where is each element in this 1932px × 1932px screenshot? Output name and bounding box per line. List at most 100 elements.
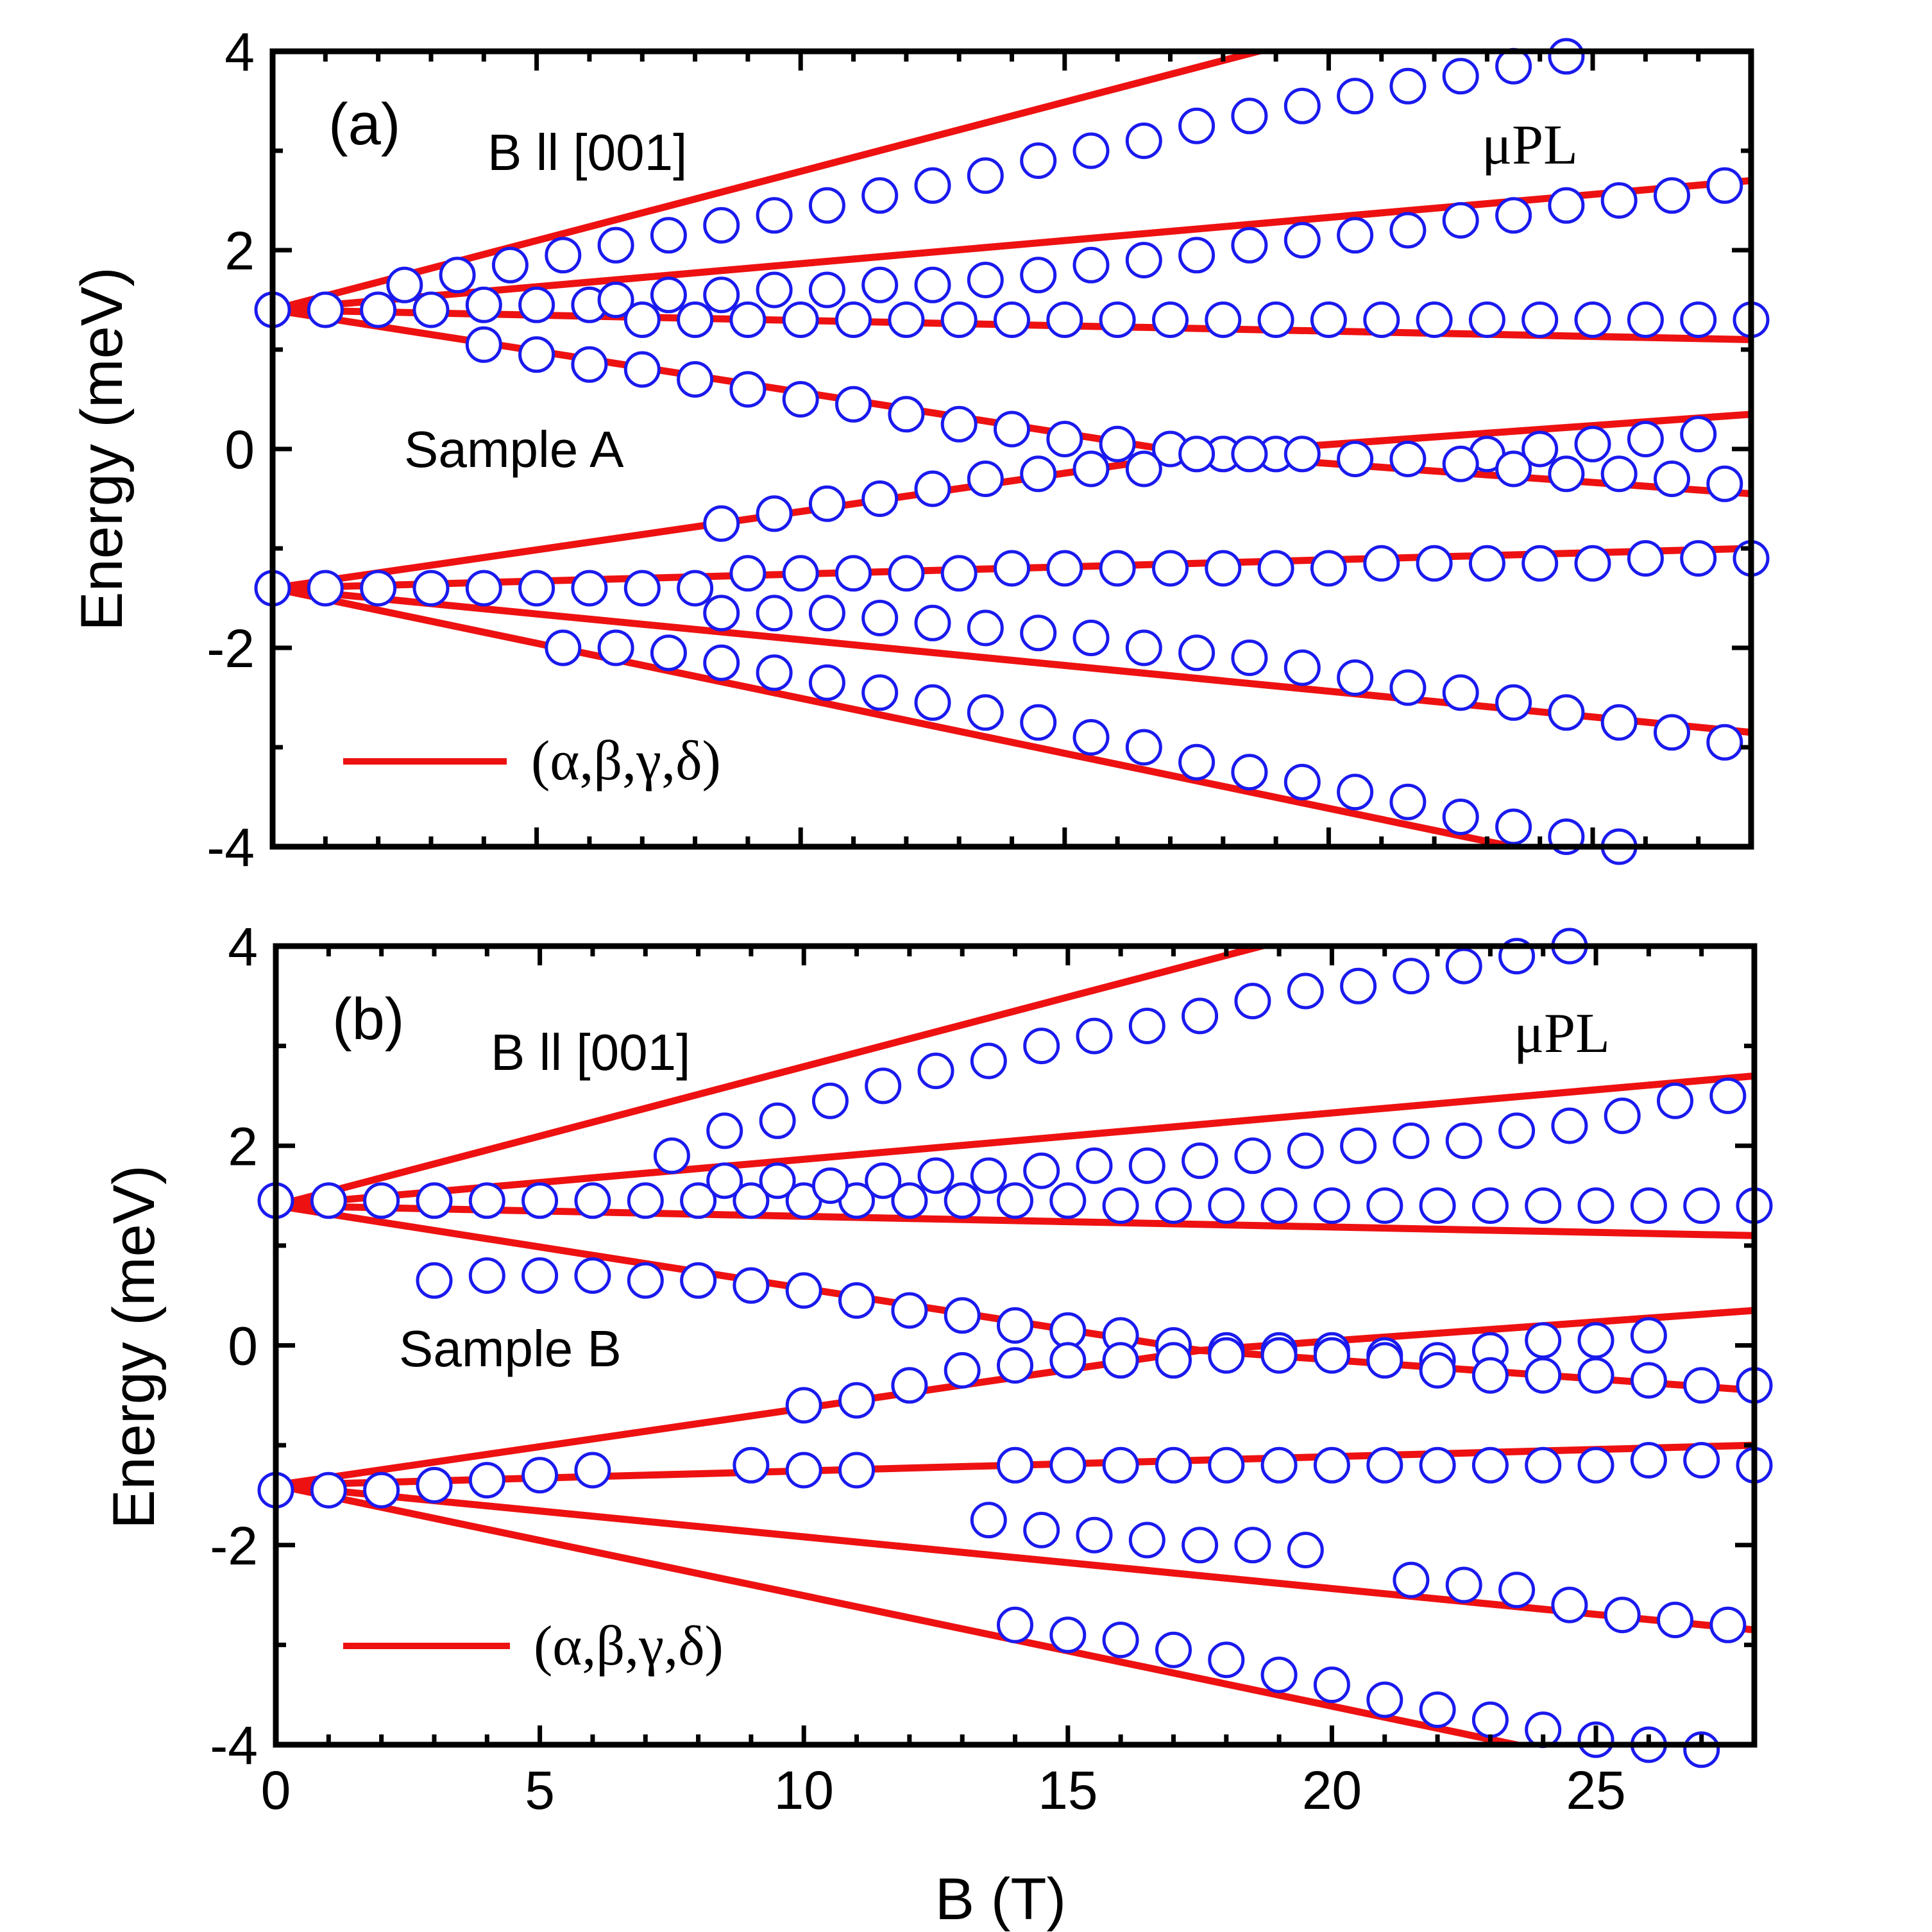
data-point xyxy=(1102,1342,1139,1379)
data-point xyxy=(1389,67,1427,105)
data-point xyxy=(1604,1097,1641,1135)
data-point xyxy=(997,1307,1033,1344)
data-point xyxy=(1337,78,1374,115)
data-point xyxy=(1627,540,1664,577)
data-point xyxy=(914,604,951,641)
data-point xyxy=(1231,97,1268,135)
sample-label-a: Sample A xyxy=(404,421,624,478)
data-point xyxy=(1521,301,1559,338)
y-tick-label: 2 xyxy=(228,1116,258,1176)
data-point xyxy=(970,1502,1007,1539)
data-point xyxy=(1627,421,1664,457)
data-point xyxy=(1498,1112,1536,1149)
data-point xyxy=(1231,226,1268,264)
data-point xyxy=(1551,1586,1588,1623)
data-point xyxy=(1260,1337,1298,1374)
data-point xyxy=(1128,1147,1165,1184)
data-point xyxy=(1072,620,1110,656)
data-point xyxy=(465,570,502,607)
data-point xyxy=(1630,1442,1667,1479)
data-point xyxy=(967,262,1004,298)
data-point xyxy=(1287,1132,1324,1169)
data-point xyxy=(1419,1352,1456,1389)
data-point xyxy=(1445,947,1482,985)
data-point xyxy=(1574,425,1611,462)
data-point xyxy=(1471,1446,1509,1484)
data-point xyxy=(1128,1008,1165,1044)
data-point xyxy=(1468,301,1505,338)
data-point xyxy=(835,555,872,592)
data-point xyxy=(1205,301,1242,338)
data-point xyxy=(1442,674,1479,711)
data-point xyxy=(521,1257,559,1294)
data-point xyxy=(680,1262,717,1299)
panel-label-b: (b) xyxy=(332,987,404,1052)
data-point xyxy=(1234,983,1271,1020)
fit-line xyxy=(276,1202,1754,1239)
data-point xyxy=(1627,301,1664,338)
data-point xyxy=(1102,1446,1139,1484)
y-tick-label: -2 xyxy=(210,1516,258,1576)
data-point xyxy=(944,1182,981,1219)
y-tick-label: -2 xyxy=(207,618,255,679)
data-point xyxy=(1654,714,1690,751)
data-point xyxy=(386,266,423,303)
data-point xyxy=(307,291,344,328)
data-point xyxy=(1020,455,1057,493)
data-point xyxy=(1442,445,1479,482)
data-point xyxy=(1680,301,1717,338)
data-point xyxy=(703,595,740,632)
data-point xyxy=(1521,430,1559,468)
x-tick-label: 25 xyxy=(1566,1760,1625,1820)
x-axis-title: B (T) xyxy=(935,1867,1066,1932)
data-point xyxy=(1630,1317,1667,1354)
data-point xyxy=(416,1262,453,1299)
data-point xyxy=(865,1067,902,1105)
data-point xyxy=(1231,640,1268,676)
data-point xyxy=(888,396,925,433)
data-point xyxy=(1600,704,1638,741)
data-point xyxy=(465,286,502,323)
data-point xyxy=(756,271,793,309)
data-point xyxy=(1680,416,1717,453)
data-point xyxy=(1313,1666,1350,1704)
data-point xyxy=(1076,1017,1113,1055)
method-label-a: μPL xyxy=(1482,114,1578,176)
data-point xyxy=(838,1382,875,1419)
data-point xyxy=(1551,1107,1588,1144)
data-point xyxy=(650,276,687,314)
data-point xyxy=(888,555,925,592)
y-tick-labels-a: -4 -2 0 2 4 xyxy=(207,22,255,877)
data-point xyxy=(416,1182,453,1219)
data-point xyxy=(1680,540,1717,577)
data-point xyxy=(1023,1152,1060,1189)
data-point xyxy=(1023,1511,1060,1548)
data-point xyxy=(1155,1631,1192,1668)
data-point xyxy=(1208,1337,1245,1374)
data-point xyxy=(1313,1446,1350,1484)
data-point xyxy=(677,301,714,338)
panel-label-a: (a) xyxy=(328,92,400,157)
data-point xyxy=(1072,246,1110,284)
data-point xyxy=(891,1182,928,1219)
data-point xyxy=(1657,1082,1693,1119)
data-point xyxy=(967,694,1004,731)
data-point xyxy=(1099,550,1136,587)
data-point xyxy=(861,674,899,711)
data-point xyxy=(1495,808,1532,845)
data-point xyxy=(574,1182,611,1219)
y-tick-label: -4 xyxy=(210,1715,258,1775)
data-point xyxy=(1310,550,1347,587)
data-point xyxy=(997,1446,1033,1484)
data-point xyxy=(785,1387,822,1424)
data-point xyxy=(1182,1527,1219,1564)
data-point xyxy=(914,470,951,507)
data-point xyxy=(835,301,872,338)
data-point xyxy=(1525,1187,1562,1224)
data-point xyxy=(1178,436,1216,473)
data-point xyxy=(1284,222,1321,258)
data-point xyxy=(861,266,899,303)
data-point xyxy=(703,644,740,681)
data-point xyxy=(1152,301,1189,338)
data-point xyxy=(363,1182,400,1219)
